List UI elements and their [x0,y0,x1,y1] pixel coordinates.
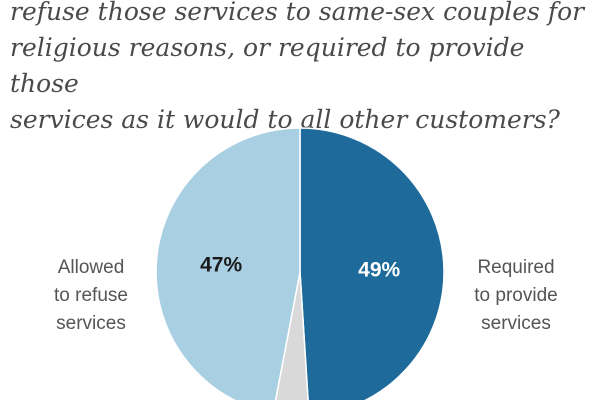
slice-value-label: 49% [358,259,400,282]
label-line: to refuse [54,285,128,306]
label-line: services [481,313,551,334]
question-line: religious reasons, or required to provid… [10,33,525,98]
slice-value-label: 47% [200,254,242,277]
label-line: services [56,313,126,334]
label-required-to-provide: Required to provide services [446,254,586,338]
label-line: Allowed [57,257,125,278]
label-line: to provide [474,285,558,306]
pie-slice [155,127,301,400]
pie-slice [299,127,445,400]
label-allowed-to-refuse: Allowed to refuse services [30,254,152,338]
question-text: refuse those services to same-sex couple… [10,0,595,138]
pie-slice [274,271,309,400]
label-line: Required [477,257,555,278]
question-line: refuse those services to same-sex couple… [10,0,585,26]
